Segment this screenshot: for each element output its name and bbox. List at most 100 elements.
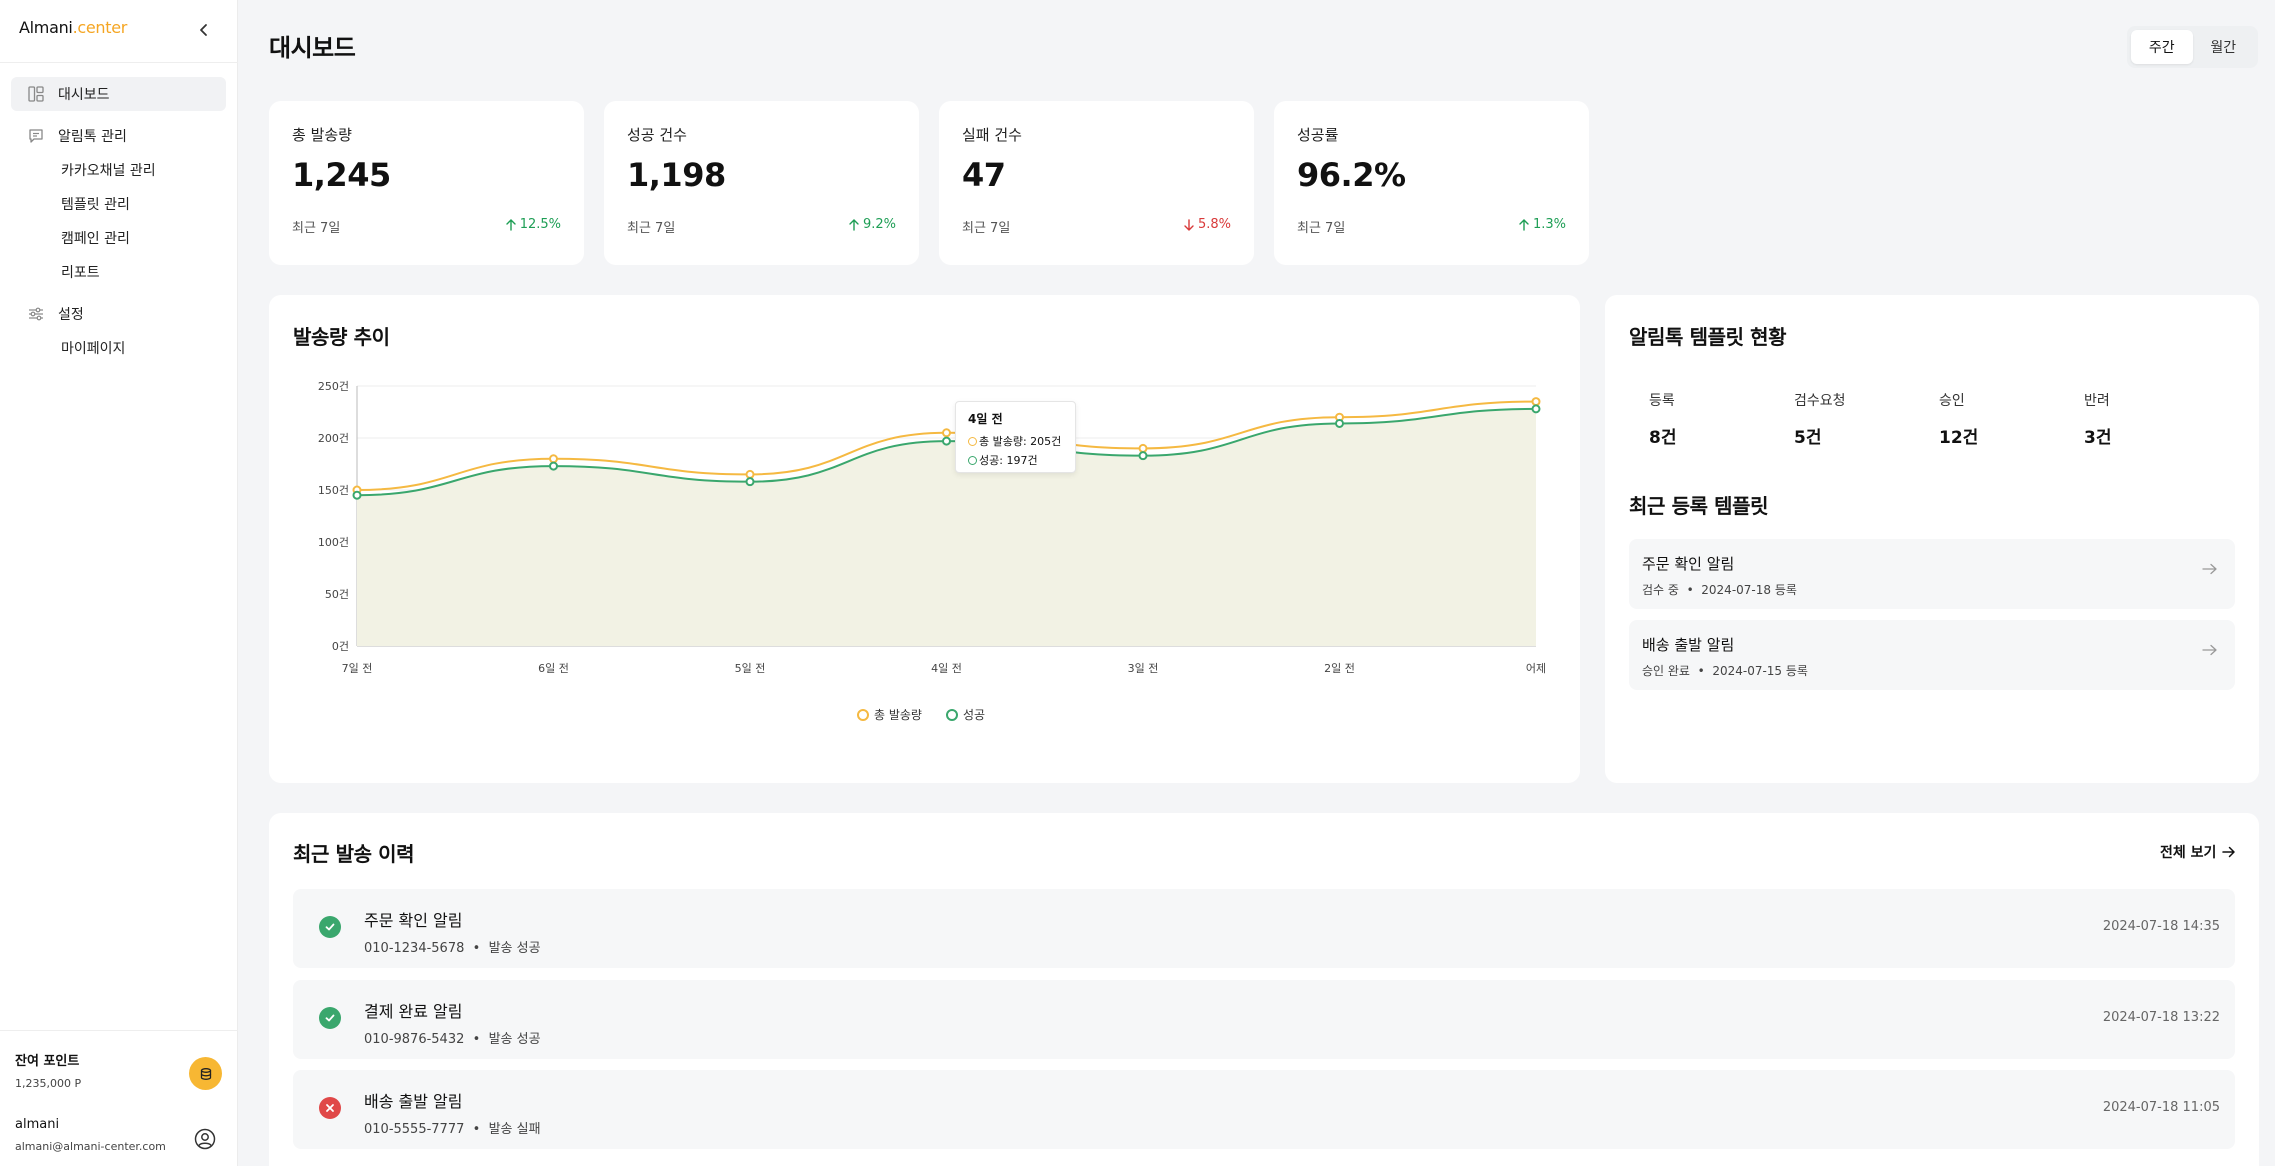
sidebar-item-kakao-channel[interactable]: 카카오채널 관리 — [11, 153, 226, 187]
legend-dot-icon — [968, 455, 977, 465]
history-row[interactable]: 배송 출발 알림 010-5555-7777 • 발송 실패 2024-07-1… — [293, 1070, 2235, 1149]
collapse-sidebar-button[interactable] — [194, 18, 214, 42]
history-row[interactable]: 주문 확인 알림 010-1234-5678 • 발송 성공 2024-07-1… — [293, 889, 2235, 968]
period-toggle: 주간 월간 — [2127, 26, 2258, 68]
history-phone: 010-1234-5678 — [364, 941, 465, 956]
x-tick-label: 6일 전 — [538, 661, 569, 675]
legend-label: 성공 — [962, 708, 986, 722]
sidebar-sub-label: 카카오채널 관리 — [61, 163, 156, 179]
sidebar-item-campaigns[interactable]: 캠페인 관리 — [11, 221, 226, 255]
stat-change: 5.8% — [1184, 217, 1231, 232]
template-stat-value: 5건 — [1794, 428, 1822, 448]
legend-item-success[interactable]: 성공 — [945, 706, 986, 723]
toggle-monthly[interactable]: 월간 — [2210, 40, 2237, 56]
stat-value: 47 — [962, 156, 1006, 194]
stat-card-total: 총 발송량 1,245 최근 7일 12.5% — [269, 101, 584, 265]
check-circle-icon — [319, 916, 341, 938]
chart-legend: 총 발송량 성공 — [857, 706, 985, 723]
history-title: 최근 발송 이력 — [293, 842, 415, 866]
brand-logo[interactable]: Almani.center — [19, 18, 127, 37]
sidebar-sub-label: 캠페인 관리 — [61, 231, 130, 247]
template-stat-label: 승인 — [1939, 393, 1965, 409]
data-point-success — [745, 477, 755, 487]
arrow-up-icon — [1519, 218, 1529, 231]
stat-change: 12.5% — [505, 217, 561, 232]
legend-item-total[interactable]: 총 발송량 — [857, 706, 922, 723]
sidebar-item-label: 알림톡 관리 — [58, 129, 127, 145]
stat-change: 9.2% — [849, 217, 896, 232]
arrow-down-icon — [1184, 218, 1194, 231]
sidebar-nav: 대시보드 알림톡 관리 카카오채널 관리 템플릿 관리 캠페인 관리 리포트 설… — [11, 77, 226, 367]
sidebar-item-alimtalk[interactable]: 알림톡 관리 — [11, 119, 226, 153]
recent-template-item[interactable]: 배송 출발 알림 승인 완료 • 2024-07-15 등록 — [1629, 620, 2235, 690]
tooltip-value: 총 발송량: 205건 — [979, 435, 1062, 448]
x-tick-label: 2일 전 — [1324, 661, 1355, 675]
area-fill — [357, 408, 1536, 646]
sidebar-footer-divider — [0, 1030, 238, 1031]
view-all-link[interactable]: 전체 보기 — [2160, 842, 2236, 862]
sidebar-item-mypage[interactable]: 마이페이지 — [11, 331, 226, 365]
recent-template-title: 배송 출발 알림 — [1642, 636, 1735, 654]
stat-label: 총 발송량 — [292, 126, 352, 144]
history-result: 발송 성공 — [488, 941, 541, 956]
tooltip-value: 성공: 197건 — [979, 454, 1038, 467]
history-meta: 010-5555-7777 • 발송 실패 — [364, 1122, 541, 1137]
stat-value: 1,198 — [627, 156, 726, 194]
x-tick-label: 어제 — [1526, 662, 1546, 675]
history-meta: 010-9876-5432 • 발송 성공 — [364, 1032, 541, 1047]
data-point-total — [745, 469, 755, 479]
history-phone: 010-9876-5432 — [364, 1032, 465, 1047]
history-result: 발송 실패 — [488, 1122, 541, 1137]
user-menu-button[interactable] — [193, 1127, 217, 1151]
data-point-total — [549, 454, 558, 464]
template-stat-rejected: 반려 3건 — [2084, 390, 2111, 448]
y-tick-label: 250건 — [318, 380, 349, 393]
user-panel: almani almani@almani-center.com — [15, 1117, 166, 1153]
recent-template-date: 2024-07-18 등록 — [1701, 583, 1797, 597]
sidebar-item-reports[interactable]: 리포트 — [11, 255, 226, 289]
stat-period: 최근 7일 — [292, 221, 341, 236]
y-tick-label: 0건 — [332, 640, 349, 653]
brand-divider — [0, 62, 238, 63]
stat-value: 1,245 — [292, 156, 391, 194]
sidebar-item-settings[interactable]: 설정 — [11, 297, 226, 331]
trend-chart: 0건 50건 100건 150건 200건 250건 7일 전 6일 전 5일 전 4일 전 3일 … — [318, 380, 1546, 675]
stat-value: 96.2% — [1297, 156, 1406, 194]
sidebar-sub-label: 템플릿 관리 — [61, 197, 130, 213]
legend-dot-icon — [857, 708, 869, 721]
history-title: 배송 출발 알림 — [364, 1092, 463, 1111]
legend-dot-icon — [945, 708, 958, 721]
sliders-icon — [27, 305, 45, 323]
history-row[interactable]: 결제 완료 알림 010-9876-5432 • 발송 성공 2024-07-1… — [293, 980, 2235, 1059]
history-title: 결제 완료 알림 — [364, 1002, 463, 1021]
x-tick-label: 3일 전 — [1128, 661, 1159, 675]
recent-template-item[interactable]: 주문 확인 알림 검수 중 • 2024-07-18 등록 — [1629, 539, 2235, 609]
data-point-success — [1138, 451, 1148, 461]
stat-period: 최근 7일 — [962, 221, 1011, 236]
recent-template-meta: 승인 완료 • 2024-07-15 등록 — [1642, 664, 1808, 678]
chevron-left-icon — [200, 24, 207, 36]
template-stat-label: 반려 — [2084, 393, 2110, 409]
sidebar-item-dashboard[interactable]: 대시보드 — [11, 77, 226, 111]
history-meta: 010-1234-5678 • 발송 성공 — [364, 941, 541, 956]
y-tick-label: 200건 — [318, 432, 349, 445]
stat-change-value: 9.2% — [862, 217, 896, 232]
stat-change: 1.3% — [1519, 217, 1566, 232]
coins-icon — [200, 1067, 211, 1080]
data-point-success — [1335, 418, 1344, 428]
stat-label: 실패 건수 — [962, 126, 1022, 144]
sidebar-item-label: 대시보드 — [58, 87, 110, 103]
arrow-right-icon — [2202, 644, 2217, 656]
stat-period: 최근 7일 — [627, 221, 676, 236]
sidebar-group-alimtalk: 알림톡 관리 카카오채널 관리 템플릿 관리 캠페인 관리 리포트 — [11, 119, 226, 289]
recent-template-title: 주문 확인 알림 — [1642, 555, 1735, 573]
view-all-label: 전체 보기 — [2160, 845, 2217, 861]
template-stat-label: 등록 — [1649, 393, 1675, 409]
coin-button[interactable] — [189, 1057, 222, 1090]
data-point-success — [352, 490, 362, 500]
sidebar-item-templates[interactable]: 템플릿 관리 — [11, 187, 226, 221]
page-title: 대시보드 — [269, 34, 356, 62]
toggle-weekly[interactable]: 주간 — [2131, 30, 2193, 64]
stat-card-rate: 성공률 96.2% 최근 7일 1.3% — [1274, 101, 1589, 265]
template-stat-review: 검수요청 5건 — [1794, 390, 1846, 448]
